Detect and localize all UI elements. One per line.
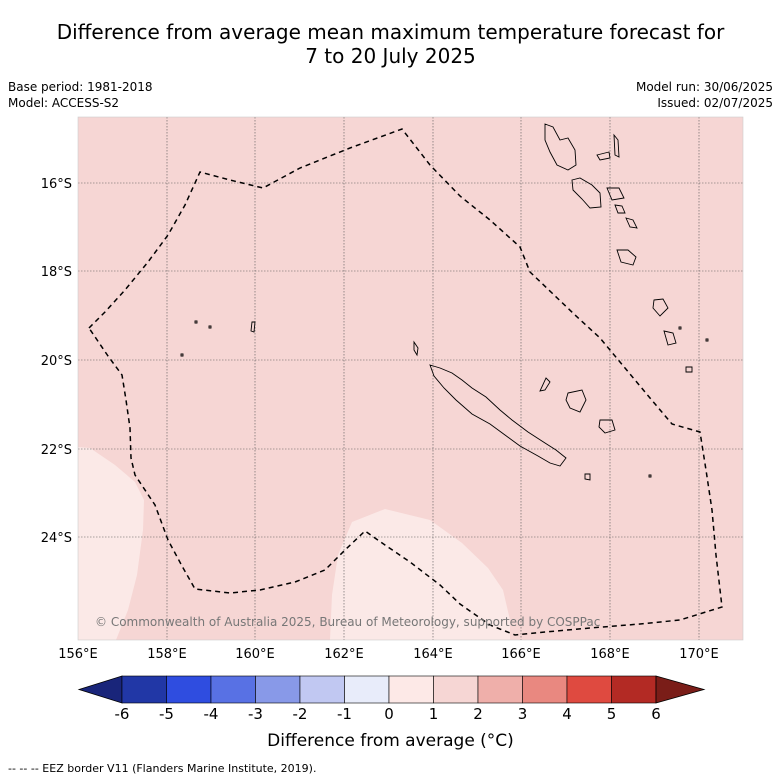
map-frame (77, 116, 744, 641)
colorbar-segment (121, 675, 167, 704)
colorbar: -6 -5 -4 -3 -2 -1 0 1 2 3 4 5 6 (77, 675, 706, 723)
lon-tick-162: 162°E (324, 647, 364, 662)
colorbar-tick-label: 1 (429, 705, 439, 723)
title-line-2: 7 to 20 July 2025 (305, 44, 476, 68)
copyright-notice: © Commonwealth of Australia 2025, Bureau… (95, 615, 600, 629)
colorbar-tick-label: 3 (518, 705, 528, 723)
issued-date: Issued: 02/07/2025 (657, 96, 773, 110)
colorbar-segment (433, 675, 479, 704)
lon-tick-158: 158°E (147, 647, 187, 662)
colorbar-tick-label: 6 (651, 705, 661, 723)
meta-right: Model run: 30/06/2025 Issued: 02/07/2025 (636, 79, 773, 111)
base-period: Base period: 1981-2018 (8, 80, 153, 94)
colorbar-segment (611, 675, 657, 704)
colorbar-segment (566, 675, 612, 704)
new-caledonia-outline (429, 364, 567, 467)
colorbar-label: Difference from average (°C) (267, 731, 514, 751)
mare-outline (598, 419, 616, 434)
colorbar-tick-label: 2 (473, 705, 483, 723)
lon-tick-166: 166°E (501, 647, 541, 662)
colorbar-tick-label: -6 (115, 705, 130, 723)
colorbar-tick-label: -1 (337, 705, 352, 723)
gridlines (78, 117, 743, 640)
colorbar-segment (477, 675, 523, 704)
isle-of-pines-outline (584, 473, 591, 481)
anomaly-patch-west (78, 447, 144, 640)
lat-tick-20: 20°S (41, 354, 72, 369)
colorbar-segment (299, 675, 345, 704)
colorbar-segment (210, 675, 256, 704)
eez-footnote: -- -- -- EEZ border V11 (Flanders Marine… (8, 762, 317, 775)
model-run: Model run: 30/06/2025 (635, 80, 773, 94)
ouvea-outline (539, 377, 551, 392)
lon-tick-170: 170°E (679, 647, 719, 662)
colorbar-segment (255, 675, 301, 704)
vanuatu-outline (544, 123, 693, 373)
colorbar-segment (388, 675, 434, 704)
lat-axis: 16°S 18°S 20°S 22°S 24°S (41, 177, 72, 546)
colorbar-segment (522, 675, 568, 704)
colorbar-segment (166, 675, 212, 704)
colorbar-tick-label: -2 (293, 705, 308, 723)
model-name: Model: ACCESS-S2 (8, 96, 120, 110)
colorbar-over-arrow (655, 675, 706, 704)
lon-tick-160: 160°E (235, 647, 275, 662)
chart-title: Difference from average mean maximum tem… (0, 20, 781, 68)
lon-tick-168: 168°E (590, 647, 630, 662)
colorbar-tick-label: 0 (384, 705, 394, 723)
lat-tick-18: 18°S (41, 265, 72, 280)
lat-tick-22: 22°S (41, 443, 72, 458)
colorbar-under-arrow (77, 675, 123, 704)
meta-left: Base period: 1981-2018 Model: ACCESS-S2 (8, 79, 153, 111)
lon-axis: 156°E 158°E 160°E 162°E 164°E 166°E 168°… (58, 647, 719, 662)
belep-islands-outline (413, 340, 419, 357)
colorbar-tick-label: 4 (562, 705, 572, 723)
lon-tick-156: 156°E (58, 647, 98, 662)
colorbar-tick-label: -3 (248, 705, 263, 723)
anomaly-patch-south (330, 509, 510, 640)
small-islets (180, 320, 709, 478)
lifou-outline (565, 389, 587, 413)
lat-tick-16: 16°S (41, 177, 72, 192)
lon-tick-164: 164°E (413, 647, 453, 662)
map-panel: © Commonwealth of Australia 2025, Bureau… (77, 116, 744, 641)
lat-tick-24: 24°S (41, 531, 72, 546)
colorbar-tick-label: 5 (607, 705, 617, 723)
title-line-1: Difference from average mean maximum tem… (56, 20, 725, 44)
colorbar-segment (344, 675, 390, 704)
colorbar-tick-label: -5 (159, 705, 174, 723)
eez-border (88, 128, 723, 636)
colorbar-tick-label: -4 (204, 705, 219, 723)
